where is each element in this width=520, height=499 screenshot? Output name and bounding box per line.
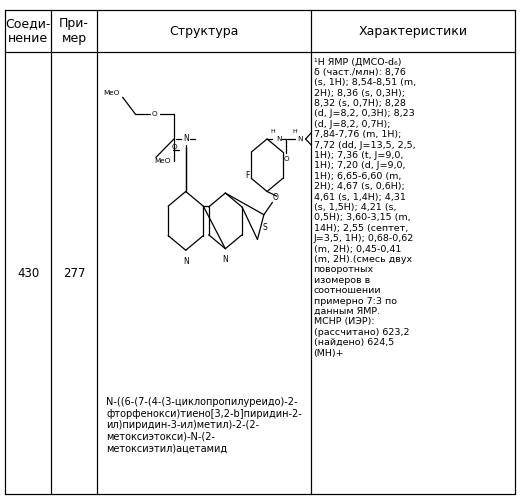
Text: MeO: MeO: [155, 158, 171, 164]
Text: O: O: [171, 144, 177, 150]
Text: N-((6-(7-(4-(3-циклопропилуреидо)-2-
фторфенокси)тиено[3,2-b]пиридин-2-
ил)пирид: N-((6-(7-(4-(3-циклопропилуреидо)-2- фто…: [106, 397, 302, 454]
Text: Структура: Структура: [169, 24, 239, 38]
Text: 430: 430: [17, 266, 39, 280]
Text: O: O: [272, 193, 279, 202]
Text: N: N: [276, 136, 282, 142]
Text: N: N: [183, 256, 189, 265]
Text: H: H: [270, 129, 275, 134]
Text: ¹H ЯМР (ДМСО-d₆)
δ (част./млн): 8,76
(s, 1H); 8,54-8,51 (m,
2H); 8,36 (s, 0,3H);: ¹H ЯМР (ДМСО-d₆) δ (част./млн): 8,76 (s,…: [314, 57, 415, 358]
Text: 277: 277: [63, 266, 85, 280]
Text: MeO: MeO: [103, 90, 120, 96]
Text: N: N: [223, 255, 228, 264]
Text: Соеди-
нение: Соеди- нение: [5, 17, 51, 45]
Text: N: N: [183, 134, 189, 143]
Text: H: H: [293, 129, 297, 134]
Text: N: N: [297, 136, 303, 142]
Text: При-
мер: При- мер: [59, 17, 89, 45]
Text: O: O: [151, 111, 157, 117]
Text: O: O: [283, 156, 289, 162]
Text: Характеристики: Характеристики: [358, 24, 467, 38]
Text: S: S: [263, 223, 267, 232]
Text: F: F: [245, 171, 249, 180]
